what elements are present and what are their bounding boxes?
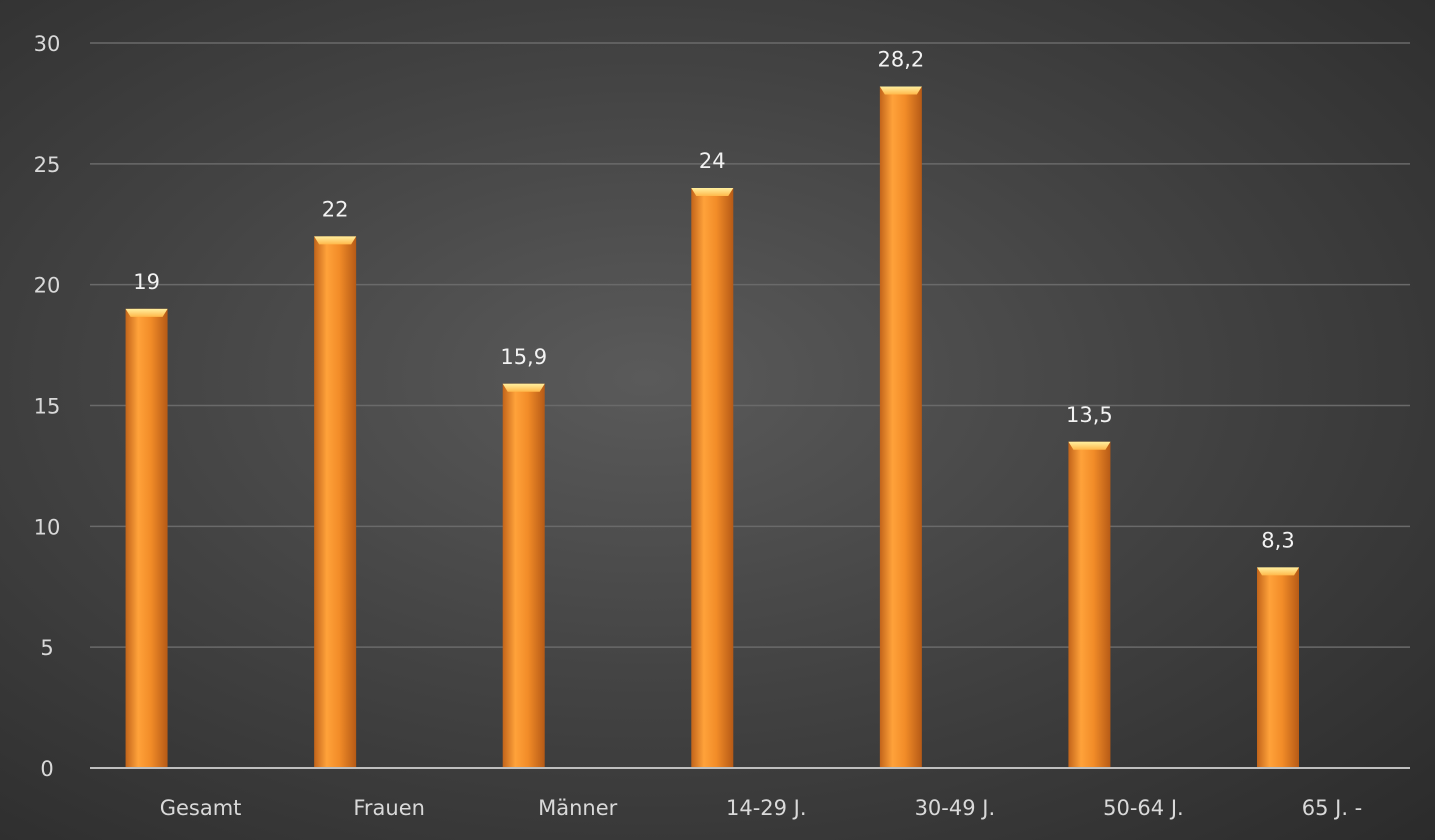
bar-3 xyxy=(502,383,545,768)
bar-cap xyxy=(502,383,545,392)
bar xyxy=(879,86,922,768)
data-label: 19 xyxy=(133,270,160,294)
bar-2 xyxy=(314,236,357,769)
data-label: 13,5 xyxy=(1066,403,1113,427)
category-label: Männer xyxy=(538,796,618,820)
y-tick-label: 20 xyxy=(34,274,61,298)
bar-7 xyxy=(1257,567,1299,768)
bar-cap xyxy=(879,86,922,95)
bar-1 xyxy=(125,308,168,768)
bar-cap xyxy=(125,308,168,317)
bar-4 xyxy=(691,188,734,768)
bar-cap xyxy=(1068,441,1111,450)
bar-cap xyxy=(314,236,357,245)
bar xyxy=(691,188,734,768)
category-label: Frauen xyxy=(353,796,425,820)
bar xyxy=(1257,567,1299,768)
y-tick-label: 25 xyxy=(34,153,61,177)
category-label: 65 J. - xyxy=(1302,796,1363,820)
y-tick-label: 5 xyxy=(40,636,53,660)
category-label: 14-29 J. xyxy=(726,796,807,820)
gridlines xyxy=(90,42,1410,648)
bar xyxy=(502,383,545,768)
bar xyxy=(125,308,168,768)
bar-6 xyxy=(1068,441,1111,768)
bar-cap xyxy=(1257,567,1299,576)
y-tick-label: 15 xyxy=(34,395,61,419)
data-label: 22 xyxy=(322,197,349,221)
data-label: 8,3 xyxy=(1261,528,1294,552)
data-label: 28,2 xyxy=(877,48,924,72)
y-tick-label: 30 xyxy=(34,32,61,56)
y-axis-tick-labels: 0 5 10 15 20 25 30 xyxy=(34,32,61,781)
y-tick-label: 0 xyxy=(40,757,53,781)
data-label: 24 xyxy=(699,149,726,173)
data-label: 15,9 xyxy=(500,345,547,369)
data-labels: 19 22 15,9 24 28,2 13,5 8,3 xyxy=(133,48,1294,553)
x-axis-category-labels: Gesamt Frauen Männer 14-29 J. 30-49 J. 50-64 … xyxy=(160,796,1363,820)
bar-cap xyxy=(691,188,734,196)
category-label: 50-64 J. xyxy=(1103,796,1184,820)
bar-5 xyxy=(879,86,922,768)
y-tick-label: 10 xyxy=(34,515,61,539)
bar xyxy=(314,236,357,769)
bars xyxy=(125,86,1299,769)
bar xyxy=(1068,441,1111,768)
category-label: Gesamt xyxy=(160,796,242,820)
category-label: 30-49 J. xyxy=(915,796,996,820)
